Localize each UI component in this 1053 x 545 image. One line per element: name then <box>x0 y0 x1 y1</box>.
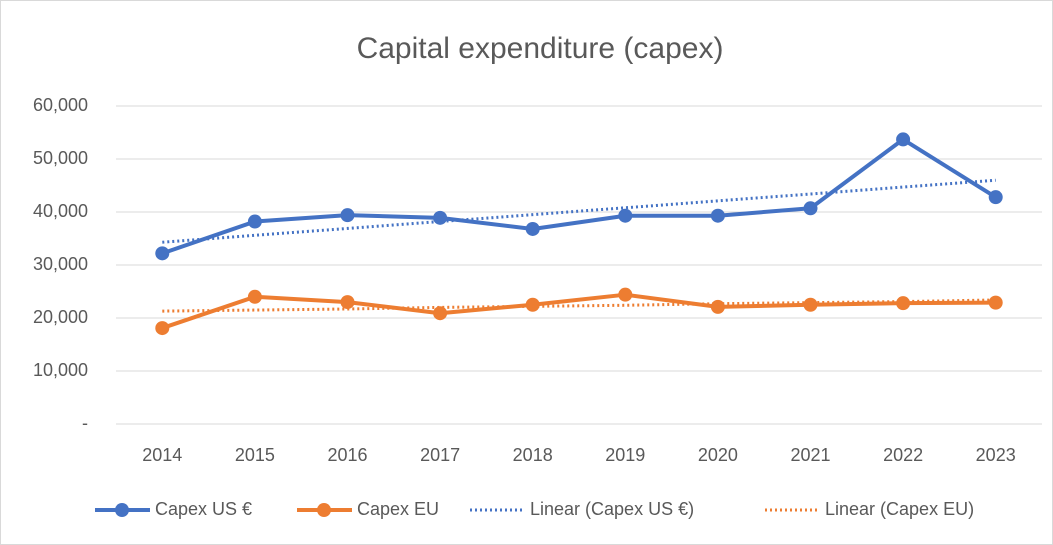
marker <box>988 190 1003 205</box>
x-tick-label: 2021 <box>790 445 830 465</box>
x-tick-label: 2022 <box>883 445 923 465</box>
x-tick-label: 2018 <box>513 445 553 465</box>
legend-label: Capex EU <box>357 499 439 519</box>
x-tick-label: 2017 <box>420 445 460 465</box>
legend-label: Linear (Capex US €) <box>530 499 694 519</box>
x-tick-label: 2014 <box>142 445 182 465</box>
legend-label: Linear (Capex EU) <box>825 499 974 519</box>
x-tick-label: 2016 <box>327 445 367 465</box>
marker <box>525 297 540 312</box>
marker <box>525 221 540 236</box>
trend-line <box>162 298 996 313</box>
marker <box>340 295 355 310</box>
marker <box>988 295 1003 310</box>
legend-marker <box>317 503 331 517</box>
x-tick-label: 2023 <box>976 445 1016 465</box>
y-tick-label: 10,000 <box>33 360 88 380</box>
marker <box>896 296 911 311</box>
marker <box>710 208 725 223</box>
marker <box>340 208 355 223</box>
y-tick-label: 20,000 <box>33 307 88 327</box>
marker <box>710 299 725 314</box>
x-tick-label: 2015 <box>235 445 275 465</box>
y-tick-label: - <box>82 413 88 433</box>
marker <box>618 208 633 223</box>
chart-title: Capital expenditure (capex) <box>357 32 724 65</box>
marker <box>618 287 633 302</box>
marker <box>155 246 170 261</box>
marker <box>803 297 818 312</box>
y-tick-label: 50,000 <box>33 148 88 168</box>
trend-line <box>162 178 996 244</box>
legend-marker <box>115 503 129 517</box>
marker <box>803 201 818 216</box>
legend-label: Capex US € <box>155 499 252 519</box>
marker <box>433 306 448 321</box>
x-tick-label: 2019 <box>605 445 645 465</box>
marker <box>433 210 448 225</box>
series-line <box>161 137 997 256</box>
marker <box>247 214 262 229</box>
series-line <box>161 292 996 330</box>
y-tick-label: 60,000 <box>33 95 88 115</box>
x-tick-label: 2020 <box>698 445 738 465</box>
y-tick-label: 30,000 <box>33 254 88 274</box>
marker <box>155 321 170 336</box>
y-tick-label: 40,000 <box>33 201 88 221</box>
marker <box>896 132 911 147</box>
marker <box>247 289 262 304</box>
